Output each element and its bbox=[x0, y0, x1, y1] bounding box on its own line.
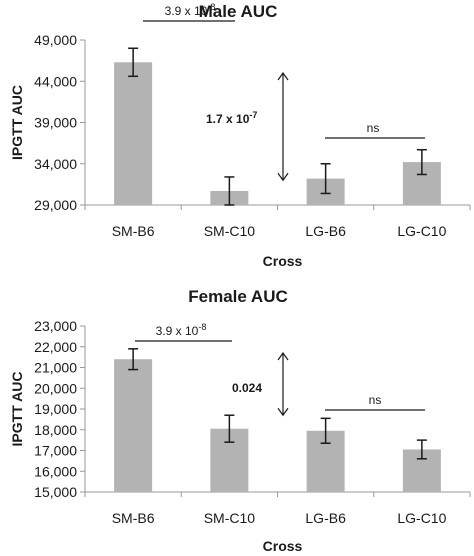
chart-title: Female AUC bbox=[188, 287, 288, 306]
chart-title: Male AUC bbox=[199, 2, 278, 21]
difference-p-value-exponent: -7 bbox=[249, 110, 257, 120]
significance-label: ns bbox=[367, 121, 380, 135]
difference-p-value-base: 1.7 x 10 bbox=[206, 112, 250, 126]
y-tick-label: 49,000 bbox=[34, 32, 77, 48]
y-axis-label: IPGTT AUC bbox=[9, 372, 25, 447]
y-tick-label: 23,000 bbox=[34, 318, 77, 334]
y-axis-label: IPGTT AUC bbox=[9, 85, 25, 160]
arrow-head-down bbox=[277, 407, 289, 417]
x-tick-label: SM-C10 bbox=[204, 223, 256, 239]
y-tick-label: 44,000 bbox=[34, 73, 77, 89]
y-tick-label: 20,000 bbox=[34, 380, 77, 396]
significance-label-exponent: -8 bbox=[207, 2, 215, 12]
y-tick-label: 22,000 bbox=[34, 339, 77, 355]
significance-label: ns bbox=[369, 393, 382, 407]
difference-p-value: 0.024 bbox=[232, 381, 262, 395]
significance-label: 3.9 x 10-8 bbox=[165, 2, 216, 18]
x-tick-label: SM-B6 bbox=[112, 510, 155, 526]
x-tick-label: LG-B6 bbox=[305, 510, 346, 526]
x-axis-label: Cross bbox=[263, 253, 303, 269]
x-tick-label: LG-C10 bbox=[397, 510, 446, 526]
y-tick-label: 29,000 bbox=[34, 197, 77, 213]
x-tick-label: SM-B6 bbox=[112, 223, 155, 239]
x-tick-label: SM-C10 bbox=[204, 510, 256, 526]
chart-panel-0: Male AUC 29,000 34,000 39,000 44,000 49,000 SM… bbox=[9, 2, 471, 269]
significance-label-base: 3.9 x 10 bbox=[165, 4, 208, 18]
bar-sm-b6 bbox=[114, 62, 153, 206]
arrow-head-up bbox=[277, 71, 289, 81]
significance-label-base: ns bbox=[367, 121, 380, 135]
arrow-head-down bbox=[277, 172, 289, 182]
significance-label-exponent: -8 bbox=[198, 322, 206, 332]
y-tick-label: 21,000 bbox=[34, 360, 77, 376]
bar-sm-b6 bbox=[114, 359, 153, 492]
x-tick-label: LG-B6 bbox=[305, 223, 346, 239]
y-tick-label: 39,000 bbox=[34, 115, 77, 131]
y-tick-label: 34,000 bbox=[34, 156, 77, 172]
chart-panel-1: Female AUC 15,000 16,000 17,000 18,000 19,000… bbox=[9, 287, 471, 554]
x-axis-label: Cross bbox=[263, 538, 303, 554]
significance-label-base: 3.9 x 10 bbox=[156, 324, 199, 338]
y-tick-label: 19,000 bbox=[34, 401, 77, 417]
y-tick-label: 16,000 bbox=[34, 463, 77, 479]
difference-p-value-base: 0.024 bbox=[232, 381, 262, 395]
y-tick-label: 17,000 bbox=[34, 443, 77, 459]
significance-label: 3.9 x 10-8 bbox=[156, 322, 207, 338]
y-tick-label: 18,000 bbox=[34, 422, 77, 438]
significance-label-base: ns bbox=[369, 393, 382, 407]
y-tick-label: 15,000 bbox=[34, 484, 77, 500]
arrow-head-up bbox=[277, 351, 289, 361]
difference-p-value: 1.7 x 10-7 bbox=[206, 110, 257, 126]
x-tick-label: LG-C10 bbox=[397, 223, 446, 239]
